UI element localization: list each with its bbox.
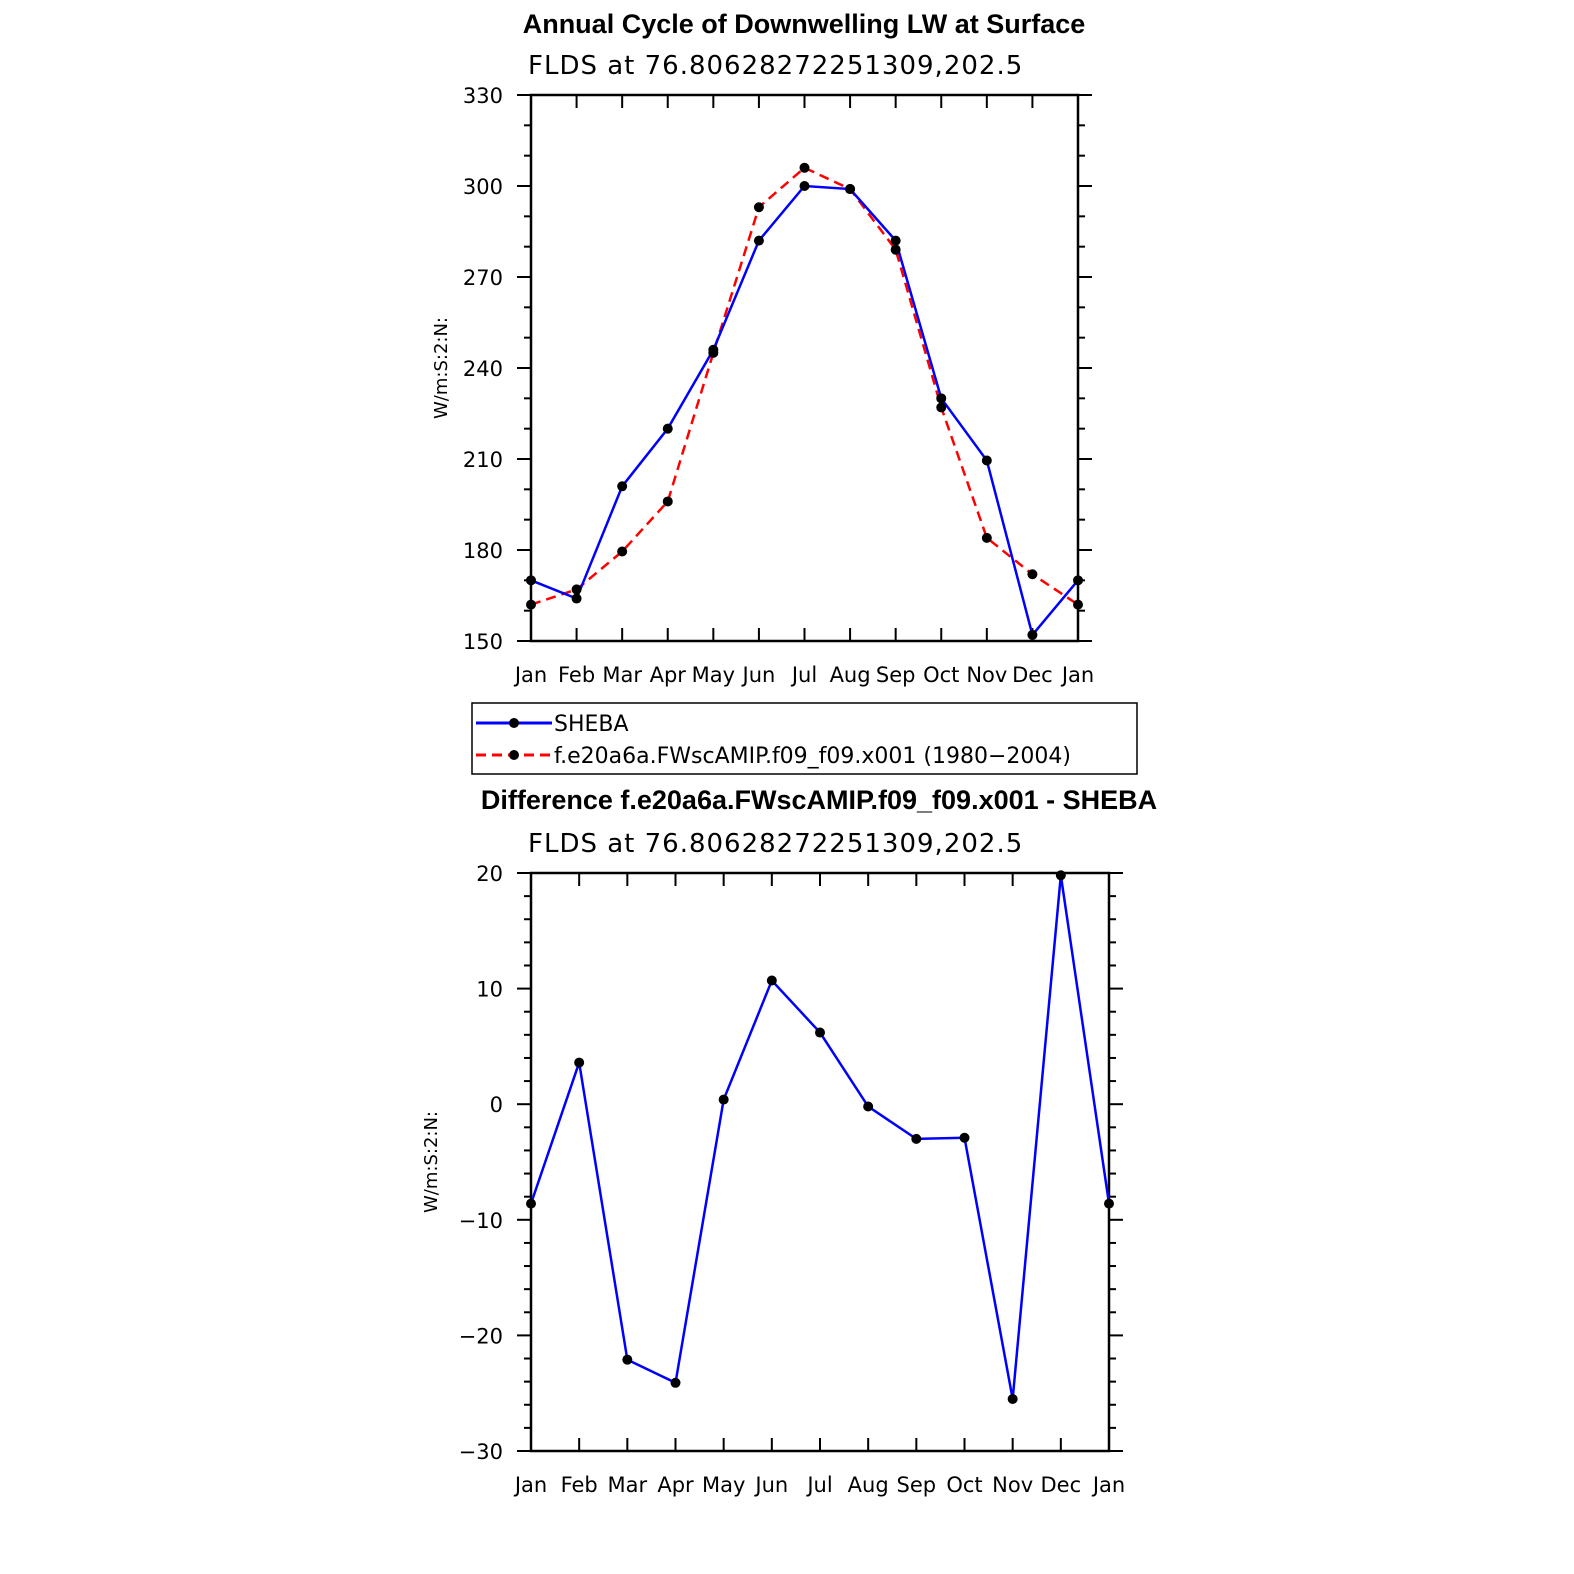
bottom-xtick-label: Nov [992, 1473, 1033, 1497]
bottom-series-0-point [1007, 1393, 1018, 1404]
top-series-1-point [571, 584, 582, 595]
bottom-series-0-point [574, 1057, 585, 1068]
legend-box [471, 702, 1138, 775]
top-series-1-point [617, 546, 628, 557]
legend-label-model: f.e20a6a.FWscAMIP.f09_f09.x001 (1980−200… [554, 744, 1071, 769]
bottom-ytick-label: 0 [490, 1093, 503, 1117]
top-ytick-label: 240 [463, 357, 503, 381]
bottom-series-0-point [766, 975, 777, 986]
bottom-chart-title: Difference f.e20a6a.FWscAMIP.f09_f09.x00… [481, 785, 1157, 815]
top-ytick-label: 150 [463, 630, 503, 654]
top-plot-frame [529, 93, 1080, 643]
top-series-0-point [936, 393, 947, 404]
top-xtick-label: Nov [966, 663, 1007, 687]
top-series-1-point [936, 402, 947, 413]
top-xtick-label: Aug [830, 663, 871, 687]
bottom-ytick-label: −10 [459, 1209, 503, 1233]
bottom-series-line-0 [529, 875, 1111, 1400]
bottom-ytick-label: 10 [476, 978, 503, 1002]
top-xtick-label: Jul [790, 663, 817, 687]
bottom-xtick-label: Apr [657, 1473, 694, 1497]
legend-marker-model [509, 750, 519, 760]
top-xtick-label: Oct [923, 663, 959, 687]
legend-marker-sheba [509, 718, 519, 728]
top-xtick-label: Apr [650, 663, 687, 687]
bottom-series-0-point [911, 1133, 922, 1144]
bottom-xtick-label: Jul [805, 1473, 832, 1497]
bottom-xtick-label: May [702, 1473, 745, 1497]
bottom-plot: Jan Feb Mar Apr May Jun Jul Aug Sep Oct Nov Dec Jan−… [421, 862, 1125, 1497]
top-series-1-point [1027, 569, 1038, 580]
top-xtick-label: Jun [741, 663, 776, 687]
top-ytick-label: 330 [463, 84, 503, 108]
bottom-xtick-label: Dec [1041, 1473, 1082, 1497]
top-series-1-point [799, 162, 810, 173]
bottom-series-0-point [815, 1027, 825, 1038]
bottom-series-0-point [863, 1101, 874, 1112]
bottom-xtick-label: Jan [513, 1473, 547, 1497]
bottom-xtick-label: Feb [561, 1473, 598, 1497]
bottom-xtick-label: Jun [753, 1473, 788, 1497]
bottom-series-0-point [526, 1198, 536, 1209]
top-series-0-point [1073, 575, 1083, 586]
bottom-series-0-point [718, 1094, 729, 1105]
top-xtick-label: Mar [602, 663, 642, 687]
bottom-series-0-point [1104, 1198, 1114, 1209]
top-series-line-1 [530, 166, 1079, 606]
bottom-series-0-point [1055, 870, 1066, 881]
top-xtick-label: Jan [513, 663, 547, 687]
top-series-line-0 [530, 184, 1079, 638]
bottom-ytick-label: −30 [459, 1440, 503, 1464]
top-ytick-label: 300 [463, 175, 503, 199]
top-series-0-point [662, 423, 673, 434]
top-series-1-point [662, 496, 673, 507]
top-ytick-label: 180 [463, 539, 503, 563]
top-chart-subtitle: FLDS at 76.80628272251309,202.5 [528, 51, 1023, 81]
top-plot: Jan Feb Mar Apr May Jun Jul Aug Sep Oct Nov Dec Jan 1… [431, 84, 1094, 687]
top-series-0-point [617, 481, 628, 492]
top-series-0-point [799, 181, 810, 191]
bottom-series-0-point [670, 1377, 681, 1388]
top-xtick-label: May [692, 663, 735, 687]
bottom-xtick-label: Aug [848, 1473, 889, 1497]
top-ylabel: W/m:S:2:N: [431, 317, 452, 419]
bottom-series-0-point [622, 1354, 633, 1365]
top-series-0-point [753, 235, 764, 246]
top-series-1-point [526, 599, 536, 610]
top-series-0-point [890, 235, 901, 246]
top-series-1-point [753, 202, 764, 213]
top-series-1-point [708, 347, 719, 358]
top-series-1-point [890, 244, 901, 255]
top-chart-title: Annual Cycle of Downwelling LW at Surfac… [523, 9, 1086, 39]
top-series-1-point [845, 184, 856, 195]
bottom-xtick-label: Mar [608, 1473, 648, 1497]
legend-label-sheba: SHEBA [554, 712, 629, 737]
top-ytick-label: 210 [463, 448, 503, 472]
top-ytick-label: 270 [463, 266, 503, 290]
bottom-plot-frame [529, 871, 1111, 1453]
bottom-xtick-label: Sep [897, 1473, 937, 1497]
top-xtick-label: Dec [1012, 663, 1053, 687]
top-xtick-label: Sep [876, 663, 916, 687]
top-series-0-point [981, 455, 992, 466]
bottom-ylabel: W/m:S:2:N: [421, 1111, 442, 1213]
top-series-0-point [526, 575, 536, 586]
top-series-0-point [1027, 629, 1038, 640]
top-xtick-label: Jan [1060, 663, 1094, 687]
top-series-0-point [571, 593, 582, 604]
bottom-xtick-label: Jan [1091, 1473, 1125, 1497]
top-series-1-point [981, 532, 992, 543]
top-xtick-label: Feb [558, 663, 595, 687]
bottom-ytick-label: 20 [476, 862, 503, 886]
legend: SHEBA f.e20a6a.FWscAMIP.f09_f09.x001 (19… [471, 702, 1138, 775]
top-series-1-point [1073, 599, 1083, 610]
bottom-xtick-label: Oct [946, 1473, 982, 1497]
bottom-series-0-point [959, 1132, 970, 1143]
bottom-ytick-label: −20 [459, 1324, 503, 1348]
bottom-chart-subtitle: FLDS at 76.80628272251309,202.5 [528, 829, 1023, 859]
